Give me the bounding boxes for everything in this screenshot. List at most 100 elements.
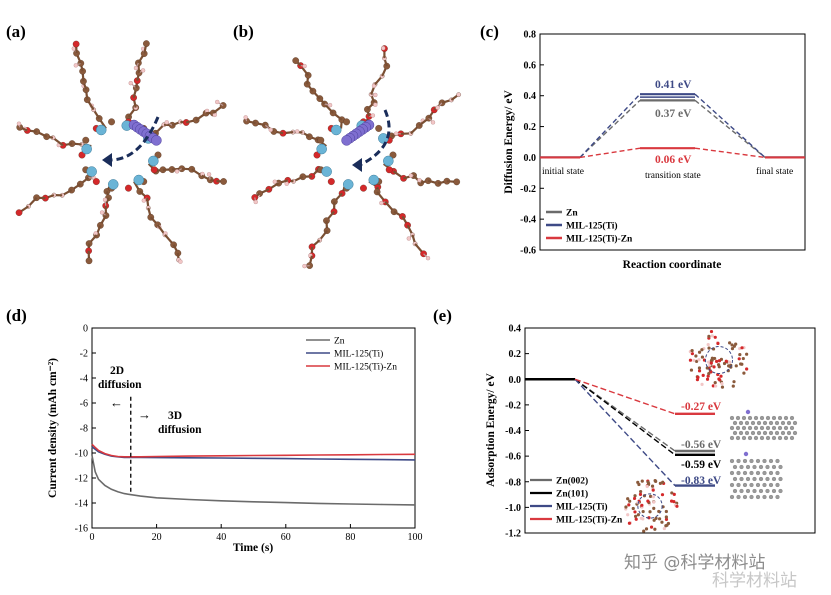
zn-atom (762, 430, 768, 436)
zn-atom (749, 494, 754, 500)
atom (653, 527, 657, 531)
atom (272, 179, 277, 184)
atom (705, 377, 710, 381)
atom (174, 169, 180, 174)
zn-atom (752, 476, 757, 482)
zn-atom (738, 430, 744, 436)
atom (626, 497, 630, 501)
series-line-2 (91, 443, 416, 458)
framework (15, 40, 227, 265)
atom (370, 113, 376, 118)
atom (640, 503, 644, 507)
zn-atom (775, 494, 780, 500)
atom (690, 349, 694, 353)
atom (72, 40, 80, 48)
x-tick-label: 80 (345, 532, 355, 543)
zn-atom (792, 430, 798, 436)
zn-atom (756, 420, 762, 426)
atom (82, 136, 90, 144)
atom (406, 236, 411, 241)
zn-atom (759, 435, 765, 441)
y-axis-label: Current density (mAh cm⁻²) (47, 358, 59, 498)
zn-atom (780, 420, 786, 426)
atom (435, 105, 440, 110)
atom (141, 198, 146, 203)
zn-atom (729, 425, 735, 431)
zn-atom (778, 488, 783, 494)
y-axis-ticks: -0.6 -0.4 -0.2 0.0 0.2 0.4 0.6 0.8 (520, 30, 544, 257)
atom (697, 369, 702, 373)
atom (692, 358, 696, 362)
atom (220, 178, 227, 185)
arrow-right: → (138, 407, 151, 422)
atom (740, 346, 744, 350)
zn-atom (739, 476, 744, 482)
ti-atom (81, 143, 92, 155)
series-lines (540, 93, 805, 159)
x-tick-label: 100 (408, 532, 423, 543)
atom (737, 357, 741, 361)
zn-atom (792, 420, 798, 426)
atom (408, 173, 414, 178)
atom (73, 63, 78, 68)
atom (302, 63, 307, 69)
ti-atom (316, 143, 327, 155)
zn-atom (762, 494, 767, 500)
atom (253, 199, 258, 205)
atom (634, 517, 638, 521)
atom (633, 514, 638, 518)
zn-atom (732, 430, 738, 436)
zn-atom (742, 494, 748, 500)
atom (662, 526, 666, 531)
zn-atom (775, 482, 780, 488)
zn-atom (759, 425, 765, 431)
series-lines (525, 378, 715, 487)
legend-label: MIL-125(Ti)-Zn (556, 515, 623, 526)
plot-frame (539, 33, 806, 251)
label-mil: 0.41 eV (655, 79, 692, 91)
atom (644, 527, 649, 531)
state-label-final: final state (756, 166, 793, 177)
atom (389, 151, 397, 159)
y-tick-label: -0.2 (505, 400, 521, 411)
atom (719, 374, 723, 378)
molecular-structure-a (15, 40, 227, 265)
zn-atom (783, 415, 789, 421)
atom (745, 367, 749, 371)
diffusion-arrow (109, 116, 160, 162)
atom (631, 506, 635, 511)
atom (125, 184, 132, 192)
atom (738, 352, 742, 357)
atom (212, 112, 217, 118)
atom (728, 341, 732, 345)
atom (724, 359, 728, 363)
y-axis-ticks: 0.4 0.2 0.0 -0.2 -0.4 -0.6 -0.8 -1.0 -1.2 (505, 324, 529, 540)
chart-c-diffusion-energy: -0.6 -0.4 -0.2 0.0 0.2 0.4 0.6 0.8 initial stat… (503, 30, 806, 271)
chart-e-adsorption-energy: 0.4 0.2 0.0 -0.2 -0.4 -0.6 -0.8 -1.0 -1.2 -0.27 … (485, 324, 816, 540)
zn-atom (775, 458, 780, 464)
zn-atom (774, 420, 780, 426)
framework (243, 45, 461, 269)
zn-atom (732, 488, 738, 494)
watermark-text-2: 科学材料站 (712, 571, 797, 591)
zn-atom (777, 415, 783, 421)
zn-atom (789, 435, 795, 441)
atom (711, 384, 715, 388)
zn-atom (771, 415, 777, 421)
zn-atom (753, 415, 759, 421)
zn-atom (745, 464, 751, 470)
atom (696, 375, 700, 379)
series-line-1 (91, 446, 416, 461)
panel-label-a: (a) (6, 22, 26, 41)
ti-atom (95, 124, 107, 136)
atom (717, 365, 721, 369)
atom (626, 513, 630, 517)
y-tick-label: -1.0 (505, 503, 521, 514)
zn-atom (729, 458, 735, 464)
series-connector-2 (579, 147, 641, 159)
zn-atom (742, 470, 748, 476)
y-tick-label: -2 (80, 349, 88, 360)
zn-atom (758, 488, 764, 494)
atom (745, 352, 749, 356)
atom (456, 92, 461, 98)
